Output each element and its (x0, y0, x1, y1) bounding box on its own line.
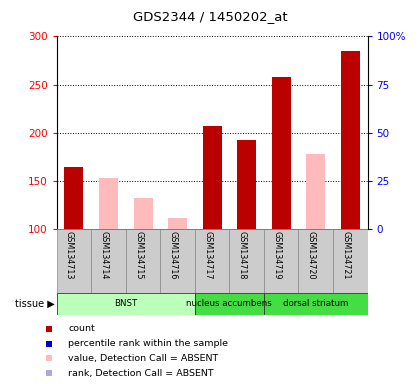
Bar (65, 167, 84, 229)
Text: GSM134715: GSM134715 (134, 231, 143, 280)
Bar (333, 229, 368, 293)
Text: GSM134720: GSM134720 (307, 231, 316, 280)
Text: GSM134717: GSM134717 (203, 231, 212, 280)
Bar (57, 293, 195, 315)
Text: GDS2344 / 1450202_at: GDS2344 / 1450202_at (133, 10, 287, 23)
Text: GSM134719: GSM134719 (272, 231, 281, 280)
Bar (99, 178, 118, 229)
Bar (57, 229, 91, 293)
Bar (168, 218, 187, 229)
Bar (299, 229, 333, 293)
Text: GSM134718: GSM134718 (238, 231, 247, 280)
Text: BNST: BNST (114, 299, 137, 308)
Bar (341, 51, 360, 229)
Bar (160, 229, 195, 293)
Text: percentile rank within the sample: percentile rank within the sample (68, 339, 228, 348)
Text: GSM134713: GSM134713 (65, 231, 74, 280)
Text: GSM134714: GSM134714 (100, 231, 108, 280)
Text: rank, Detection Call = ABSENT: rank, Detection Call = ABSENT (68, 369, 214, 378)
Text: GSM134716: GSM134716 (168, 231, 178, 280)
Bar (272, 77, 291, 229)
Bar (195, 229, 229, 293)
Bar (306, 154, 325, 229)
Text: count: count (68, 324, 95, 333)
Bar (237, 140, 256, 229)
Text: nucleus accumbens: nucleus accumbens (186, 299, 272, 308)
Bar (195, 293, 264, 315)
Text: tissue ▶: tissue ▶ (15, 299, 55, 309)
Bar (264, 293, 368, 315)
Bar (202, 126, 222, 229)
Bar (134, 199, 152, 229)
Text: dorsal striatum: dorsal striatum (283, 299, 348, 308)
Text: value, Detection Call = ABSENT: value, Detection Call = ABSENT (68, 354, 219, 363)
Bar (126, 229, 160, 293)
Text: GSM134721: GSM134721 (341, 231, 350, 280)
Bar (229, 229, 264, 293)
Bar (91, 229, 126, 293)
Bar (264, 229, 299, 293)
